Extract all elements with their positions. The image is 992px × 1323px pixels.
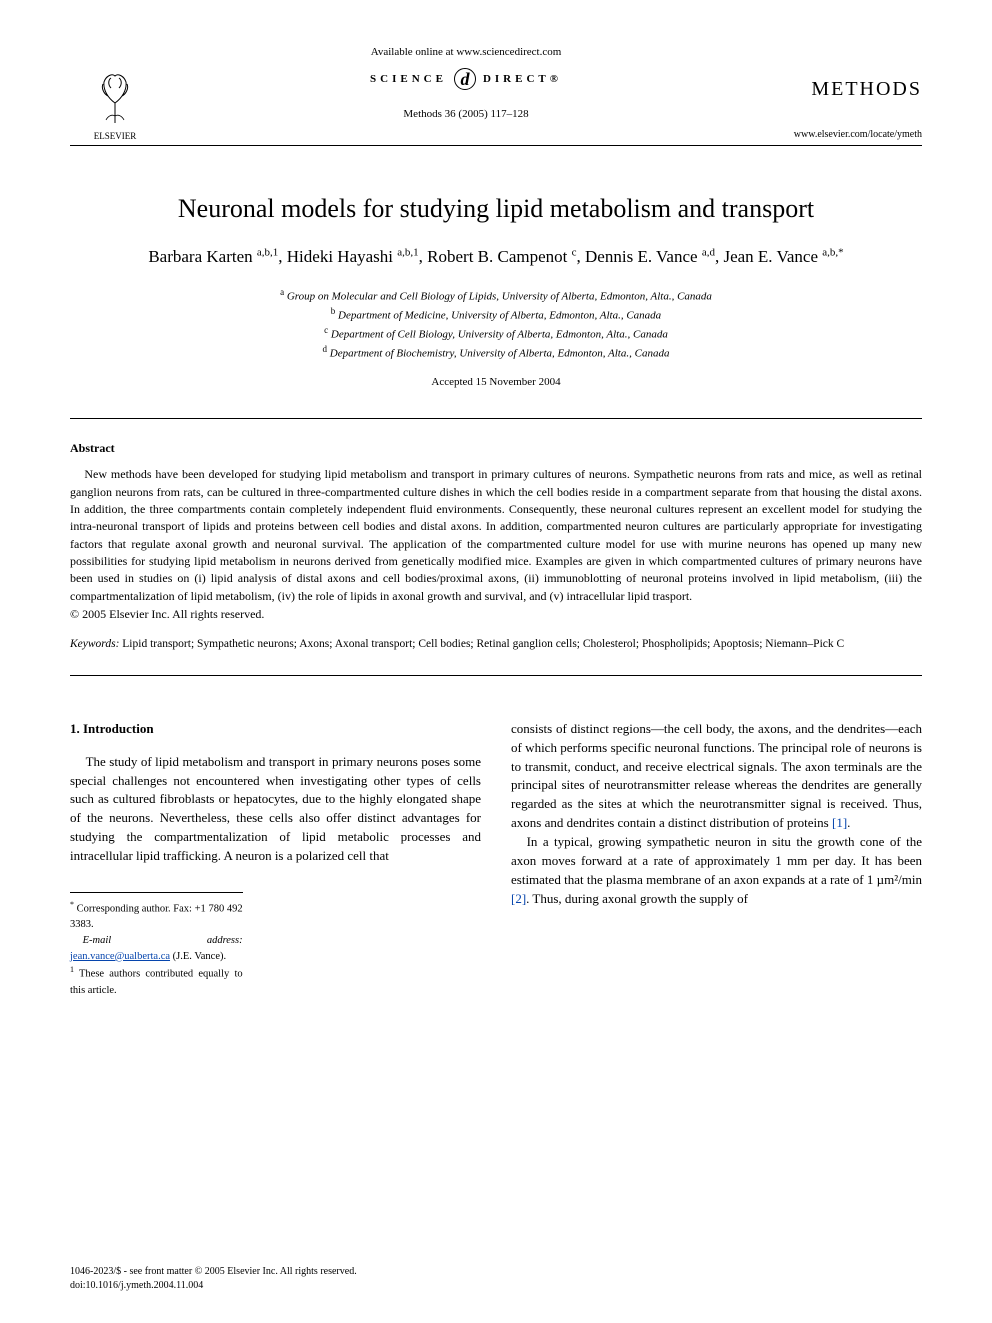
intro-paragraph-2: In a typical, growing sympathetic neuron… <box>511 833 922 908</box>
affiliations: a Group on Molecular and Cell Biology of… <box>70 286 922 363</box>
publisher-logo: ELSEVIER <box>70 40 160 141</box>
footnotes-block: * Corresponding author. Fax: +1 780 492 … <box>70 892 243 999</box>
intro-paragraph-1: The study of lipid metabolism and transp… <box>70 753 481 866</box>
abstract-text: New methods have been developed for stud… <box>70 466 922 605</box>
authors-line: Barbara Karten a,b,1, Hideki Hayashi a,b… <box>70 244 922 270</box>
header-center: Available online at www.sciencedirect.co… <box>160 40 772 124</box>
sciencedirect-logo: SCIENCE d DIRECT® <box>160 68 772 90</box>
journal-logo-block: METHODS www.elsevier.com/locate/ymeth <box>772 40 922 140</box>
abstract-block: Abstract New methods have been developed… <box>70 441 922 622</box>
doi-block: 1046-2023/$ - see front matter © 2005 El… <box>70 1265 357 1293</box>
p2-post: . Thus, during axonal growth the supply … <box>526 891 748 906</box>
intro-paragraph-1-cont: consists of distinct regions—the cell bo… <box>511 720 922 833</box>
equal-text: These authors contributed equally to thi… <box>70 969 243 996</box>
keywords-text: Lipid transport; Sympathetic neurons; Ax… <box>122 638 844 650</box>
keywords-label: Keywords: <box>70 638 119 650</box>
copyright-line: © 2005 Elsevier Inc. All rights reserved… <box>70 607 922 622</box>
affiliation-line: b Department of Medicine, University of … <box>70 305 922 324</box>
citation-line: Methods 36 (2005) 117–128 <box>160 108 772 120</box>
body-columns: 1. Introduction The study of lipid metab… <box>70 720 922 998</box>
p1-cont-post: . <box>847 815 850 830</box>
corr-text: Corresponding author. Fax: +1 780 492 33… <box>70 903 243 930</box>
section-heading: 1. Introduction <box>70 720 481 739</box>
email-paren: (J.E. Vance). <box>173 951 226 962</box>
publisher-name: ELSEVIER <box>70 131 160 141</box>
p2-text: In a typical, growing sympathetic neuron… <box>511 834 922 887</box>
corresponding-author-note: * Corresponding author. Fax: +1 780 492 … <box>70 899 243 933</box>
affiliation-line: d Department of Biochemistry, University… <box>70 343 922 362</box>
article-title: Neuronal models for studying lipid metab… <box>70 194 922 224</box>
article-header: ELSEVIER Available online at www.science… <box>70 40 922 141</box>
sd-text-right: DIRECT® <box>483 73 562 85</box>
ref-link-2[interactable]: [2] <box>511 891 526 906</box>
header-rule <box>70 145 922 146</box>
keywords-block: Keywords: Lipid transport; Sympathetic n… <box>70 636 922 653</box>
corr-symbol: * <box>70 900 74 909</box>
sd-d-icon: d <box>454 68 476 90</box>
email-note: E-mail address: jean.vance@ualberta.ca (… <box>70 933 243 965</box>
affiliation-line: a Group on Molecular and Cell Biology of… <box>70 286 922 305</box>
equal-symbol: 1 <box>70 965 74 974</box>
email-link[interactable]: jean.vance@ualberta.ca <box>70 951 170 962</box>
front-matter-line: 1046-2023/$ - see front matter © 2005 El… <box>70 1265 357 1279</box>
section-number: 1. <box>70 721 80 736</box>
equal-contribution-note: 1 These authors contributed equally to t… <box>70 964 243 998</box>
abstract-heading: Abstract <box>70 441 922 456</box>
journal-url: www.elsevier.com/locate/ymeth <box>772 129 922 140</box>
p1-cont-text: consists of distinct regions—the cell bo… <box>511 721 922 830</box>
journal-name: METHODS <box>772 78 922 101</box>
available-online-text: Available online at www.sciencedirect.co… <box>160 46 772 58</box>
section-title: Introduction <box>83 721 154 736</box>
column-right: consists of distinct regions—the cell bo… <box>511 720 922 998</box>
ref-link-1[interactable]: [1] <box>832 815 847 830</box>
email-label: E-mail address: <box>83 935 243 946</box>
affiliation-line: c Department of Cell Biology, University… <box>70 324 922 343</box>
accepted-date: Accepted 15 November 2004 <box>70 376 922 388</box>
abstract-bottom-rule <box>70 675 922 676</box>
doi-line: doi:10.1016/j.ymeth.2004.11.004 <box>70 1279 357 1293</box>
column-left: 1. Introduction The study of lipid metab… <box>70 720 481 998</box>
sd-text-left: SCIENCE <box>370 73 447 85</box>
abstract-top-rule <box>70 418 922 419</box>
elsevier-tree-icon <box>88 68 142 128</box>
